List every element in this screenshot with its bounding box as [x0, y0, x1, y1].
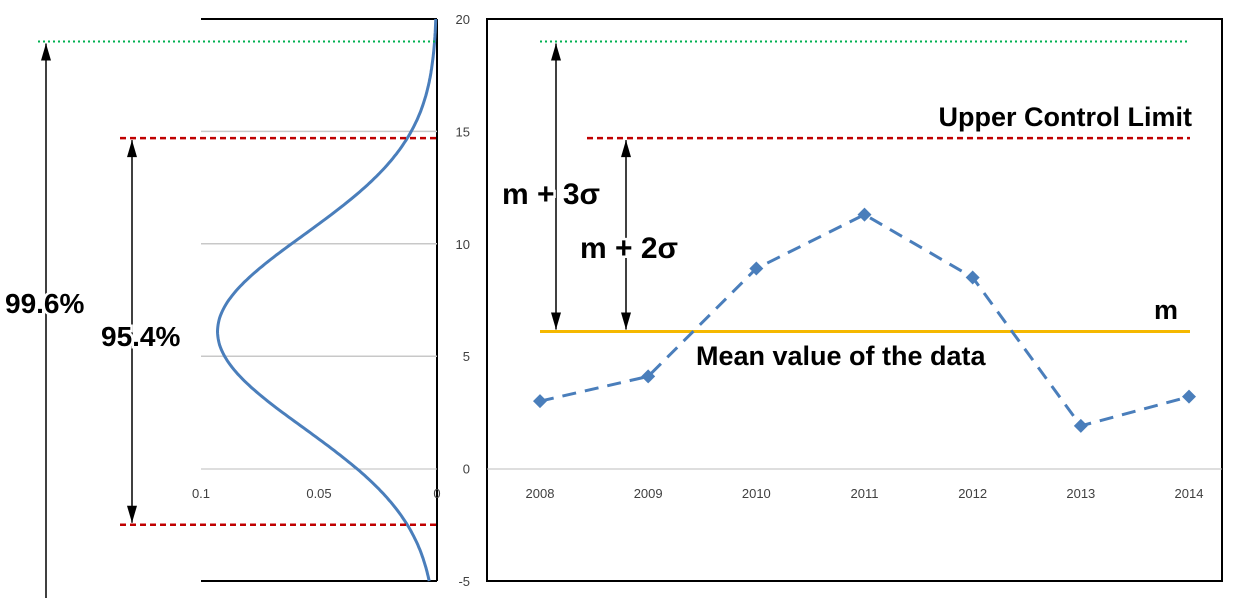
- distribution-panel: 0.1 0.05 0: [192, 18, 441, 582]
- left-x-tick-label: 0.1: [192, 486, 210, 501]
- inner-percent-label: 95.4%: [101, 321, 180, 352]
- left-x-tick-labels: 0.1 0.05 0: [192, 486, 441, 501]
- x-tick-labels: 2008 2009 2010 2011 2012 2013 2014: [526, 486, 1204, 501]
- two-sigma-arrow-head: [621, 140, 631, 158]
- three-sigma-arrow-head: [551, 312, 561, 330]
- three-sigma-label: m + 3σ: [502, 178, 600, 211]
- data-series: [533, 207, 1196, 433]
- outer-percent-label: 99.6%: [5, 288, 84, 319]
- x-tick-label: 2010: [742, 486, 771, 501]
- left-x-tick-label: 0.05: [306, 486, 331, 501]
- plot-frame: [486, 18, 1223, 582]
- y-tick-label: 15: [456, 124, 470, 139]
- y-tick-label: 10: [456, 237, 470, 252]
- x-tick-label: 2014: [1175, 486, 1204, 501]
- mean-description: Mean value of the data: [696, 341, 987, 371]
- sigma-arrows: [41, 43, 631, 598]
- normal-distribution-curve: [215, 18, 438, 582]
- y-tick-label: 0: [463, 462, 470, 477]
- y-tick-label: 5: [463, 349, 470, 364]
- reference-lines: [38, 40, 1190, 527]
- two-sigma-label: m + 2σ: [580, 232, 678, 265]
- data-point-marker: [1182, 389, 1196, 404]
- data-point-marker: [533, 394, 547, 409]
- ucl-label: Upper Control Limit: [939, 102, 1192, 132]
- y-tick-label: -5: [458, 574, 470, 589]
- x-tick-label: 2011: [851, 486, 879, 501]
- outer-arrow-head: [41, 43, 51, 61]
- data-point-marker: [749, 261, 764, 276]
- x-tick-label: 2012: [958, 486, 987, 501]
- data-point-marker: [641, 369, 656, 384]
- y-tick-labels: -5 0 5 10 15 20: [456, 12, 470, 589]
- mean-label: m: [1154, 295, 1178, 325]
- data-point-marker: [965, 270, 980, 285]
- data-point-marker: [857, 207, 872, 222]
- x-tick-label: 2009: [634, 486, 663, 501]
- inner-arrow-head: [127, 505, 137, 523]
- left-gridlines: [201, 130, 437, 357]
- x-tick-label: 2008: [526, 486, 555, 501]
- inner-arrow-head: [127, 140, 137, 158]
- time-series-panel: -5 0 5 10 15 20 2008 2009 2010 2011 2012 2013 2014: [456, 12, 1223, 589]
- y-tick-label: 20: [456, 12, 470, 27]
- x-tick-label: 2013: [1066, 486, 1095, 501]
- two-sigma-arrow-head: [621, 312, 631, 330]
- left-x-tick-label: 0: [433, 486, 440, 501]
- data-point-marker: [1073, 418, 1088, 433]
- three-sigma-arrow-head: [551, 43, 561, 61]
